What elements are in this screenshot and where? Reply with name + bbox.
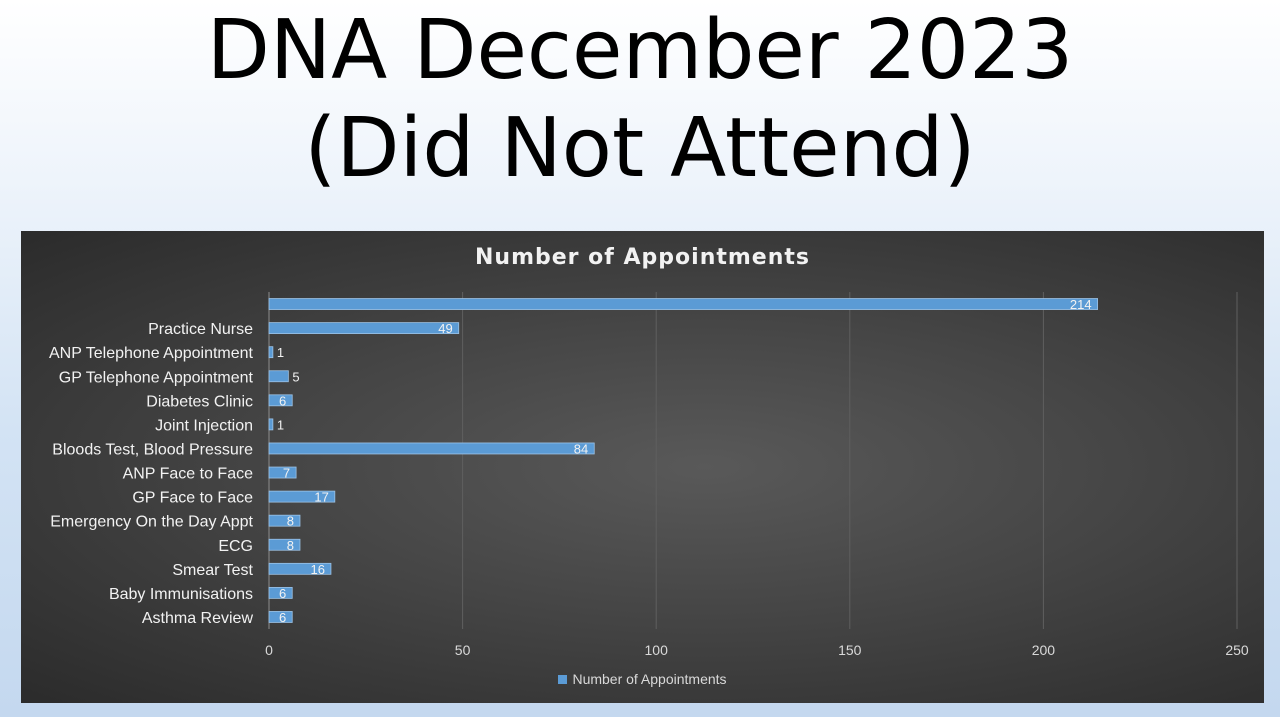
bar [268, 514, 301, 527]
data-label: 8 [287, 514, 294, 529]
category-label: GP Telephone Appointment [59, 369, 254, 386]
bar [268, 322, 460, 335]
bar [268, 370, 289, 383]
slide-title: DNA December 2023 (Did Not Attend) [0, 2, 1280, 198]
data-label: 1 [277, 345, 284, 360]
data-label: 49 [438, 321, 452, 336]
bar [268, 490, 336, 503]
bar [268, 466, 297, 479]
bar-chart: 0 50 100 150 200 250 214 Practice Nurse 49 ANP Te… [49, 292, 1249, 658]
bar [268, 418, 274, 431]
bar [268, 346, 274, 359]
bar [268, 586, 293, 599]
bar [268, 298, 1099, 310]
category-label: Practice Nurse [148, 321, 253, 338]
chart-title: Number of Appointments [475, 245, 810, 270]
data-label: 214 [1070, 297, 1092, 312]
category-label: Bloods Test, Blood Pressure [52, 441, 253, 458]
category-label: ANP Face to Face [123, 466, 254, 483]
data-label: 17 [314, 490, 328, 505]
bar [268, 538, 301, 551]
chart-legend: Number of Appointments [21, 671, 1264, 687]
chart-panel: Number of Appointments 0 50 100 150 200 250 21… [21, 231, 1264, 703]
x-tick-label: 250 [1225, 642, 1249, 658]
category-label: Diabetes Clinic [146, 393, 253, 410]
x-tick-label: 50 [455, 642, 471, 658]
bar [268, 394, 293, 407]
category-label: GP Face to Face [132, 490, 253, 507]
data-label: 84 [574, 441, 588, 456]
data-label: 5 [292, 369, 299, 384]
bar [268, 611, 293, 623]
category-label: Joint Injection [155, 417, 253, 434]
x-tick-label: 200 [1032, 642, 1056, 658]
data-label: 7 [283, 466, 290, 481]
data-label: 16 [310, 562, 324, 577]
legend-label: Number of Appointments [572, 671, 727, 687]
bar [268, 562, 332, 575]
slide-title-line-2: (Did Not Attend) [304, 101, 976, 196]
slide-title-line-1: DNA December 2023 [206, 3, 1074, 98]
category-label: ANP Telephone Appointment [49, 345, 254, 362]
x-tick-label: 100 [645, 642, 669, 658]
x-tick-label: 150 [838, 642, 862, 658]
data-label: 6 [279, 393, 286, 408]
legend-swatch [558, 674, 568, 684]
category-label: Asthma Review [142, 610, 254, 627]
x-tick-label: 0 [265, 642, 273, 658]
category-label: Smear Test [172, 562, 253, 579]
category-label: Baby Immunisations [109, 586, 253, 603]
category-label: Emergency On the Day Appt [50, 514, 253, 531]
category-label: ECG [218, 538, 253, 555]
bar [268, 442, 595, 455]
data-label: 8 [287, 538, 294, 553]
data-label: 6 [279, 610, 286, 625]
data-label: 6 [279, 586, 286, 601]
data-label: 1 [277, 417, 284, 432]
